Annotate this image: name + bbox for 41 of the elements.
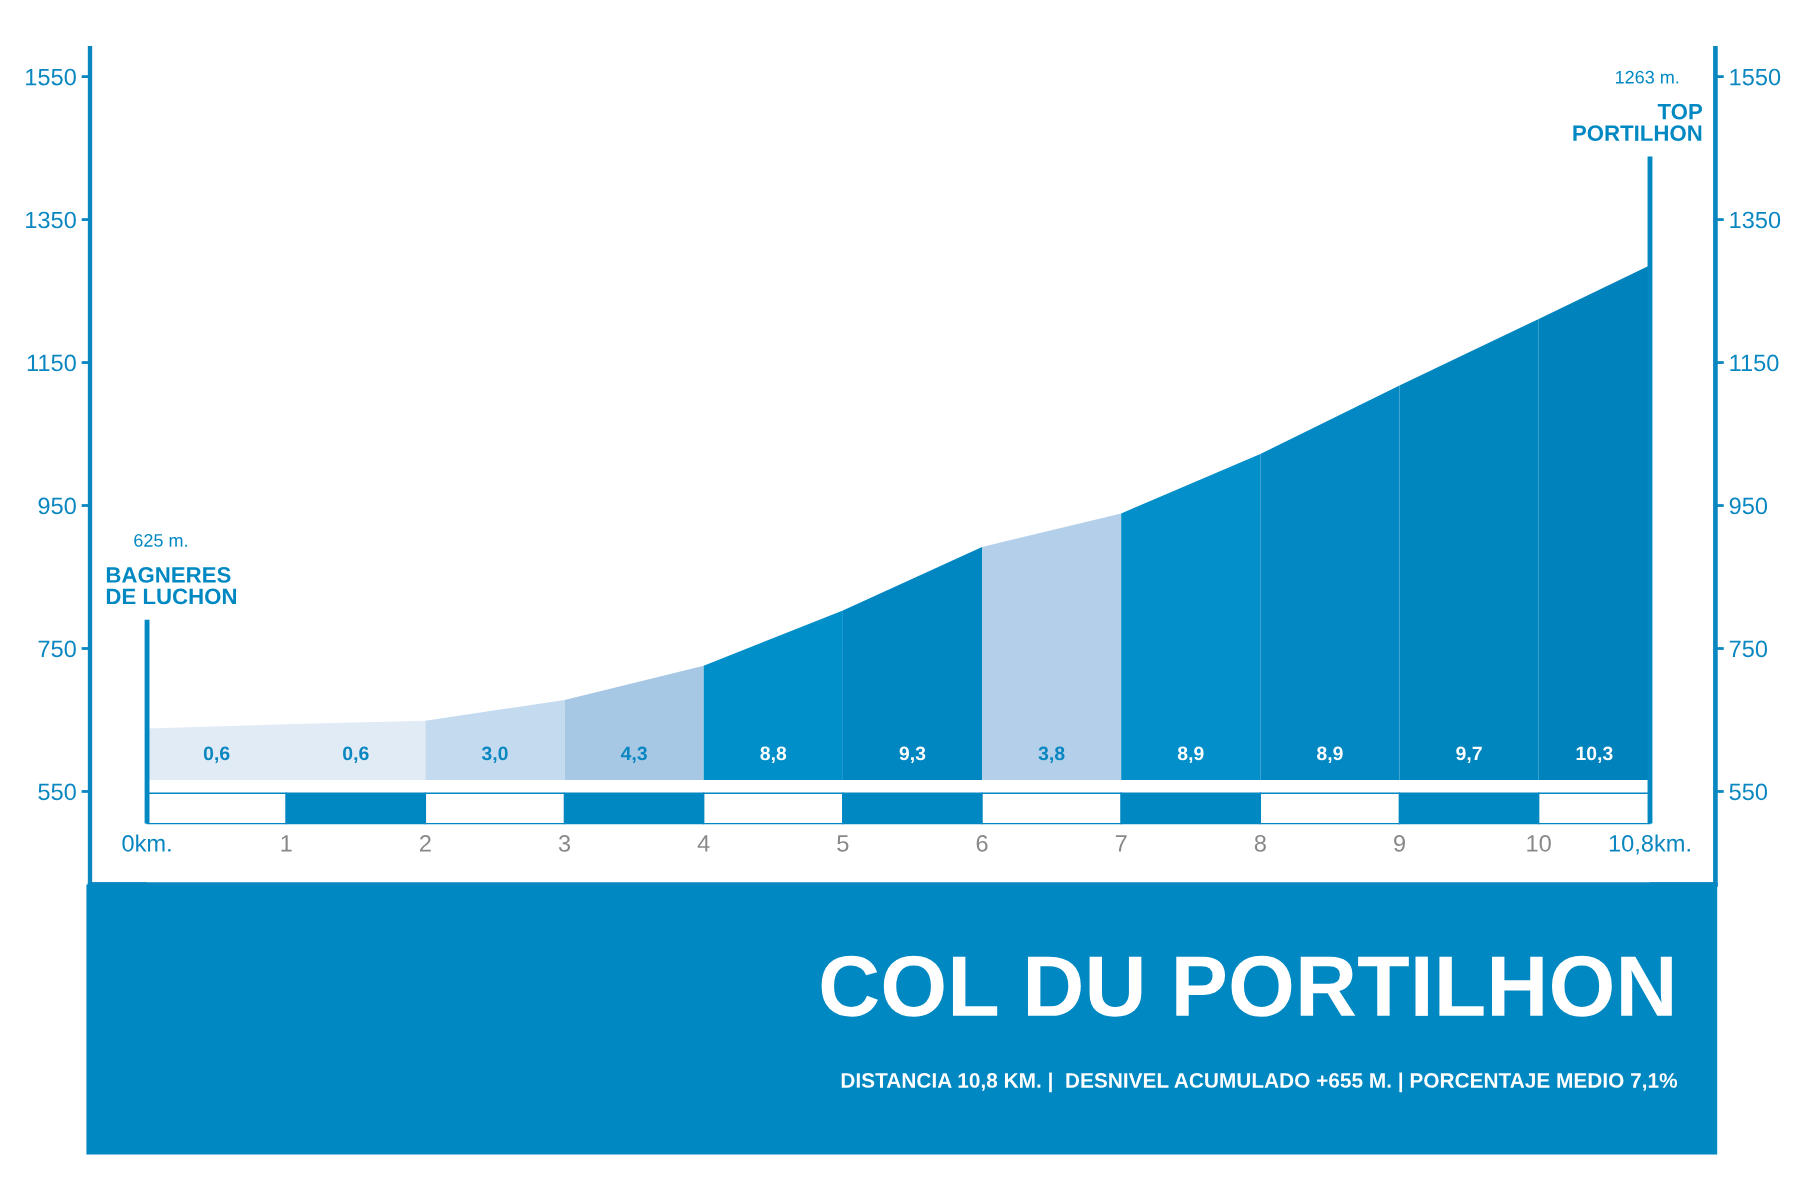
- ref-line-label: TOP PORTILHON: [1573, 103, 1703, 142]
- y2-tick-label: 950: [1729, 497, 1768, 515]
- x-tick-label: 5: [837, 835, 849, 852]
- y-tick-label: 1350: [26, 211, 76, 229]
- annotation: 8,9: [1317, 746, 1343, 764]
- x-tick-label: 6: [976, 835, 988, 852]
- annotation: 3,8: [1038, 746, 1065, 764]
- x-tick-label: 8: [1254, 835, 1266, 852]
- y2-tick-label: 750: [1729, 640, 1768, 658]
- x-tick-label: 0km.: [122, 834, 171, 852]
- annotation: 9,7: [1456, 746, 1482, 764]
- text: DISTANCIA 10,8 KM. | DESNIVEL ACUMULADO +655 M. | PORCENTAJE MEDIO 7,1%: [841, 1072, 1678, 1093]
- annotation: 8,9: [1177, 746, 1204, 764]
- x-tick-label: 7: [1115, 835, 1127, 852]
- y-tick-label: 750: [38, 640, 76, 658]
- x-tick-label: 10: [1527, 835, 1551, 852]
- x-tick-label: 9: [1394, 835, 1405, 852]
- annotation: 3,0: [481, 746, 508, 764]
- y2-tick-label: 1150: [1730, 354, 1779, 372]
- x-tick-label: 3: [558, 835, 571, 852]
- annotation: 8,8: [760, 746, 787, 764]
- annotation: 10,3: [1576, 746, 1613, 764]
- x-tick-label: 4: [697, 835, 710, 852]
- x-tick-label: 2: [420, 835, 431, 852]
- annotation: 625 m.: [134, 534, 187, 547]
- ref-line-label: BAGNERES DE LUCHON: [106, 567, 236, 605]
- annotation: 0,6: [203, 746, 230, 764]
- annotation: 4,3: [620, 746, 647, 764]
- annotation: 0,6: [343, 746, 369, 764]
- y2-tick-label: 550: [1729, 783, 1768, 801]
- y2-tick-label: 1350: [1730, 211, 1781, 229]
- annotation: 9,3: [899, 746, 926, 764]
- y2-tick-label: 1550: [1730, 68, 1781, 86]
- text: COL DU PORTILHON: [821, 955, 1672, 1017]
- y-tick-label: 950: [38, 497, 76, 515]
- annotation: 1263 m.: [1615, 70, 1679, 84]
- y-tick-label: 550: [38, 783, 76, 801]
- y-tick-label: 1150: [27, 354, 76, 372]
- x-tick-label: 1: [281, 835, 292, 852]
- y-tick-label: 1550: [26, 68, 76, 86]
- x-tick-label: 10,8km.: [1609, 834, 1690, 855]
